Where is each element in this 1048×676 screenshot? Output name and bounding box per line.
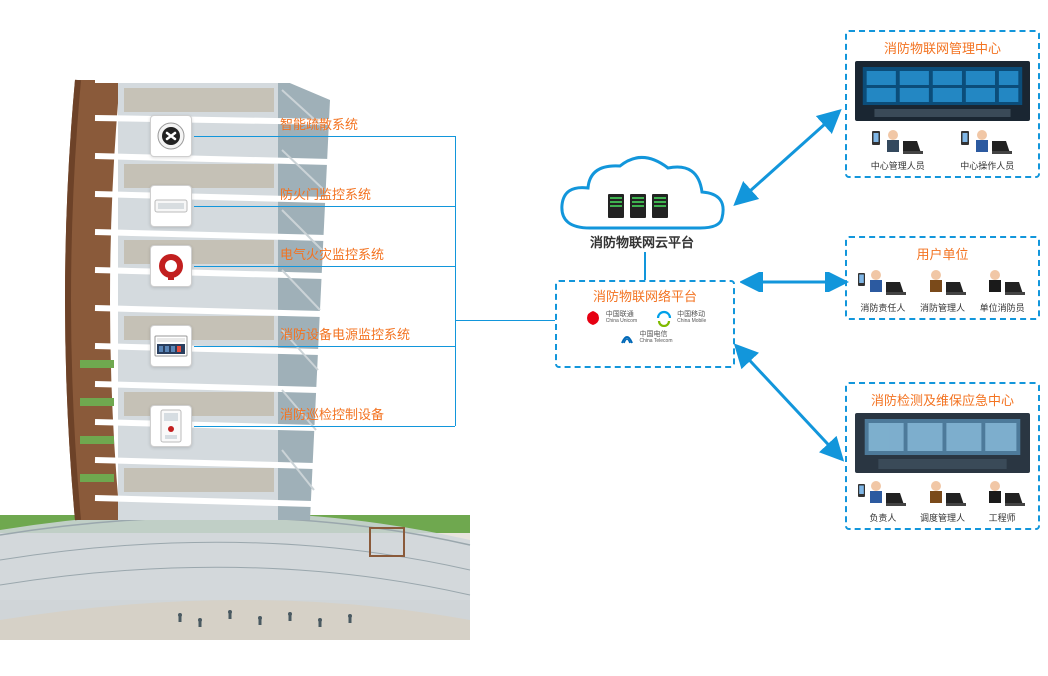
role-icon-person-laptop <box>858 267 908 299</box>
carrier-telecom: 中国电信China Telecom <box>618 329 673 347</box>
device-icon-evac <box>150 115 192 157</box>
cloud-to-network-line <box>644 252 646 280</box>
connector-vline <box>455 136 456 426</box>
role-item: 调度管理人 <box>915 479 971 524</box>
connector-line <box>194 346 455 347</box>
role-icon-person-laptop <box>960 127 1014 157</box>
connector-line-main <box>455 320 555 321</box>
connector-line <box>194 426 455 427</box>
arrow-to-management <box>730 100 850 220</box>
role-icon-person-laptop <box>977 267 1027 299</box>
role-item: 中心管理人员 <box>855 127 941 172</box>
arrow-to-maintenance <box>730 340 850 470</box>
role-icon-person-laptop <box>871 127 925 157</box>
network-platform-title: 消防物联网络平台 <box>557 282 733 307</box>
role-item: 消防管理人 <box>915 267 971 314</box>
device-icon-current <box>150 245 192 287</box>
system-label-1: 防火门监控系统 <box>280 184 371 203</box>
building-svg <box>0 60 480 670</box>
dest-title-1: 用户单位 <box>855 244 1030 263</box>
dest-box-maintenance: 消防检测及维保应急中心 负责人 调度管理人 <box>845 382 1040 530</box>
connector-line <box>194 266 455 267</box>
role-item: 单位消防员 <box>974 267 1030 314</box>
cloud-platform: 消防物联网云平台 <box>550 150 730 270</box>
role-item: 负责人 <box>855 479 911 524</box>
role-icon-person-laptop <box>977 479 1027 509</box>
connector-line <box>194 136 455 137</box>
building-illustration <box>0 60 480 660</box>
role-item: 工程师 <box>974 479 1030 524</box>
carrier-unicom: 中国联通China Unicom <box>584 309 637 327</box>
role-icon-person-laptop <box>918 479 968 509</box>
arrow-to-user-unit <box>740 272 850 292</box>
system-label-2: 电气火灾监控系统 <box>280 244 384 263</box>
role-icon-person-laptop <box>858 479 908 509</box>
system-label-4: 消防巡检控制设备 <box>280 404 384 423</box>
device-icon-patrol <box>150 405 192 447</box>
cloud-label: 消防物联网云平台 <box>590 232 694 251</box>
device-icon-power <box>150 325 192 367</box>
role-icon-person-laptop <box>918 267 968 299</box>
role-item: 消防责任人 <box>855 267 911 314</box>
carrier-mobile: 中国移动China Mobile <box>655 309 706 327</box>
dest-title-2: 消防检测及维保应急中心 <box>855 390 1030 409</box>
dest-box-management: 消防物联网管理中心 中心管理人员 中心 <box>845 30 1040 178</box>
system-label-3: 消防设备电源监控系统 <box>280 324 410 343</box>
dest-box-user-unit: 用户单位 消防责任人 消防管理人 单位消防员 <box>845 236 1040 320</box>
role-item: 中心操作人员 <box>945 127 1031 172</box>
network-platform-box: 消防物联网络平台 中国联通China Unicom 中国移动China Mobi… <box>555 280 735 368</box>
device-icon-door <box>150 185 192 227</box>
control-room-screen <box>855 61 1030 121</box>
dest-title-0: 消防物联网管理中心 <box>855 38 1030 57</box>
system-label-0: 智能疏散系统 <box>280 114 358 133</box>
connector-line <box>194 206 455 207</box>
control-room-screen <box>855 413 1030 473</box>
